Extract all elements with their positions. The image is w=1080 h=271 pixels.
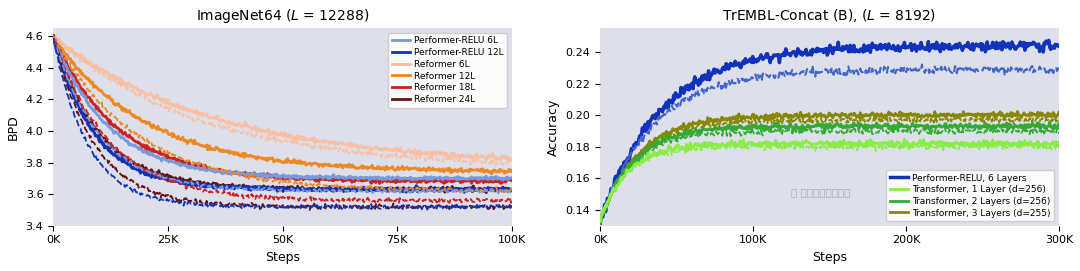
X-axis label: Steps: Steps [812,251,847,264]
Title: TrEMBL-Concat (B), ($\mathit{L}$ = 8192): TrEMBL-Concat (B), ($\mathit{L}$ = 8192) [723,7,936,24]
X-axis label: Steps: Steps [265,251,300,264]
Y-axis label: Accuracy: Accuracy [546,98,559,156]
Text: 🔵 计算机视觉研究院: 🔵 计算机视觉研究院 [791,187,850,197]
Title: ImageNet64 ($\mathit{L}$ = 12288): ImageNet64 ($\mathit{L}$ = 12288) [195,7,369,25]
Legend: Performer-RELU, 6 Layers, Transformer, 1 Layer (d=256), Transformer, 2 Layers (d: Performer-RELU, 6 Layers, Transformer, 1… [886,170,1054,221]
Y-axis label: BPD: BPD [6,114,19,140]
Legend: Performer-RELU 6L, Performer-RELU 12L, Reformer 6L, Reformer 12L, Reformer 18L, : Performer-RELU 6L, Performer-RELU 12L, R… [388,33,508,108]
